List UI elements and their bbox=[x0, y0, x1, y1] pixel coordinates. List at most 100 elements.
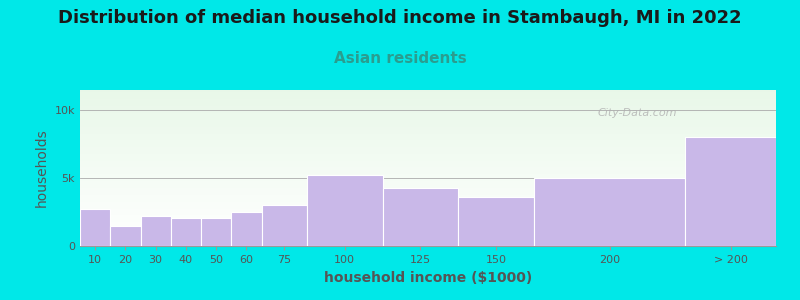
Bar bbox=[80, 220, 776, 221]
Bar bbox=[80, 232, 776, 233]
Bar bbox=[80, 229, 776, 230]
Bar bbox=[80, 218, 776, 219]
Bar bbox=[80, 127, 776, 128]
Text: Asian residents: Asian residents bbox=[334, 51, 466, 66]
Bar bbox=[80, 234, 776, 235]
Bar bbox=[80, 219, 776, 220]
Bar bbox=[80, 171, 776, 172]
Bar bbox=[80, 122, 776, 123]
Bar bbox=[80, 92, 776, 93]
Bar bbox=[80, 190, 776, 191]
Bar bbox=[80, 131, 776, 132]
Bar bbox=[80, 172, 776, 173]
Bar bbox=[80, 174, 776, 175]
Bar bbox=[80, 125, 776, 126]
Bar bbox=[80, 235, 776, 236]
Bar bbox=[80, 136, 776, 137]
Bar bbox=[80, 209, 110, 246]
Bar bbox=[80, 114, 776, 115]
Bar bbox=[80, 186, 776, 187]
Bar bbox=[80, 151, 776, 152]
Bar bbox=[80, 117, 776, 118]
Bar bbox=[80, 130, 776, 131]
Bar bbox=[80, 90, 776, 91]
Bar bbox=[80, 199, 776, 200]
Bar bbox=[80, 141, 776, 142]
Bar bbox=[80, 163, 776, 164]
Bar bbox=[80, 139, 776, 140]
Bar bbox=[80, 240, 776, 241]
Bar bbox=[80, 189, 776, 190]
Bar bbox=[80, 134, 776, 135]
Bar bbox=[80, 182, 776, 183]
Bar bbox=[80, 169, 776, 170]
Bar bbox=[80, 205, 776, 206]
Bar bbox=[80, 213, 776, 214]
Bar bbox=[80, 233, 776, 234]
Bar bbox=[262, 205, 307, 246]
X-axis label: household income ($1000): household income ($1000) bbox=[324, 271, 532, 285]
Bar bbox=[80, 97, 776, 98]
Bar bbox=[80, 152, 776, 153]
Bar bbox=[80, 148, 776, 149]
Bar bbox=[80, 145, 776, 146]
Bar bbox=[80, 179, 776, 180]
Bar bbox=[80, 129, 776, 130]
Bar bbox=[80, 212, 776, 213]
Bar bbox=[80, 230, 776, 231]
Bar bbox=[80, 168, 776, 169]
Bar bbox=[80, 241, 776, 242]
Bar bbox=[80, 183, 776, 184]
Bar bbox=[80, 204, 776, 205]
Bar bbox=[80, 166, 776, 167]
Bar bbox=[141, 216, 170, 246]
Bar bbox=[80, 100, 776, 101]
Bar bbox=[80, 138, 776, 139]
Bar bbox=[80, 202, 776, 203]
Bar bbox=[80, 173, 776, 174]
Bar bbox=[80, 107, 776, 108]
Bar bbox=[80, 133, 776, 134]
Bar bbox=[80, 116, 776, 117]
Bar bbox=[80, 106, 776, 107]
Bar bbox=[80, 210, 776, 211]
Bar bbox=[80, 140, 776, 141]
Bar bbox=[80, 149, 776, 150]
Bar bbox=[534, 178, 686, 246]
Bar bbox=[80, 135, 776, 136]
Bar bbox=[80, 158, 776, 159]
Bar bbox=[80, 121, 776, 122]
Bar bbox=[231, 212, 262, 246]
Bar bbox=[170, 218, 201, 246]
Bar bbox=[80, 243, 776, 244]
Bar bbox=[80, 110, 776, 111]
Bar bbox=[80, 165, 776, 166]
Bar bbox=[80, 238, 776, 239]
Bar bbox=[80, 242, 776, 243]
Bar bbox=[80, 95, 776, 96]
Bar bbox=[80, 104, 776, 105]
Bar bbox=[80, 197, 776, 198]
Bar bbox=[80, 225, 776, 226]
Bar bbox=[458, 197, 534, 246]
Bar bbox=[110, 226, 141, 246]
Bar bbox=[80, 200, 776, 201]
Bar bbox=[80, 195, 776, 196]
Bar bbox=[80, 124, 776, 125]
Bar bbox=[80, 206, 776, 207]
Bar bbox=[80, 236, 776, 237]
Bar bbox=[80, 227, 776, 228]
Bar bbox=[80, 214, 776, 215]
Bar bbox=[80, 178, 776, 179]
Bar bbox=[80, 128, 776, 129]
Bar bbox=[80, 108, 776, 109]
Bar bbox=[80, 224, 776, 225]
Bar bbox=[80, 226, 776, 227]
Bar bbox=[80, 157, 776, 158]
Bar bbox=[80, 126, 776, 127]
Bar bbox=[80, 113, 776, 114]
Bar bbox=[80, 160, 776, 161]
Bar bbox=[80, 207, 776, 208]
Bar bbox=[80, 203, 776, 204]
Bar bbox=[80, 181, 776, 182]
